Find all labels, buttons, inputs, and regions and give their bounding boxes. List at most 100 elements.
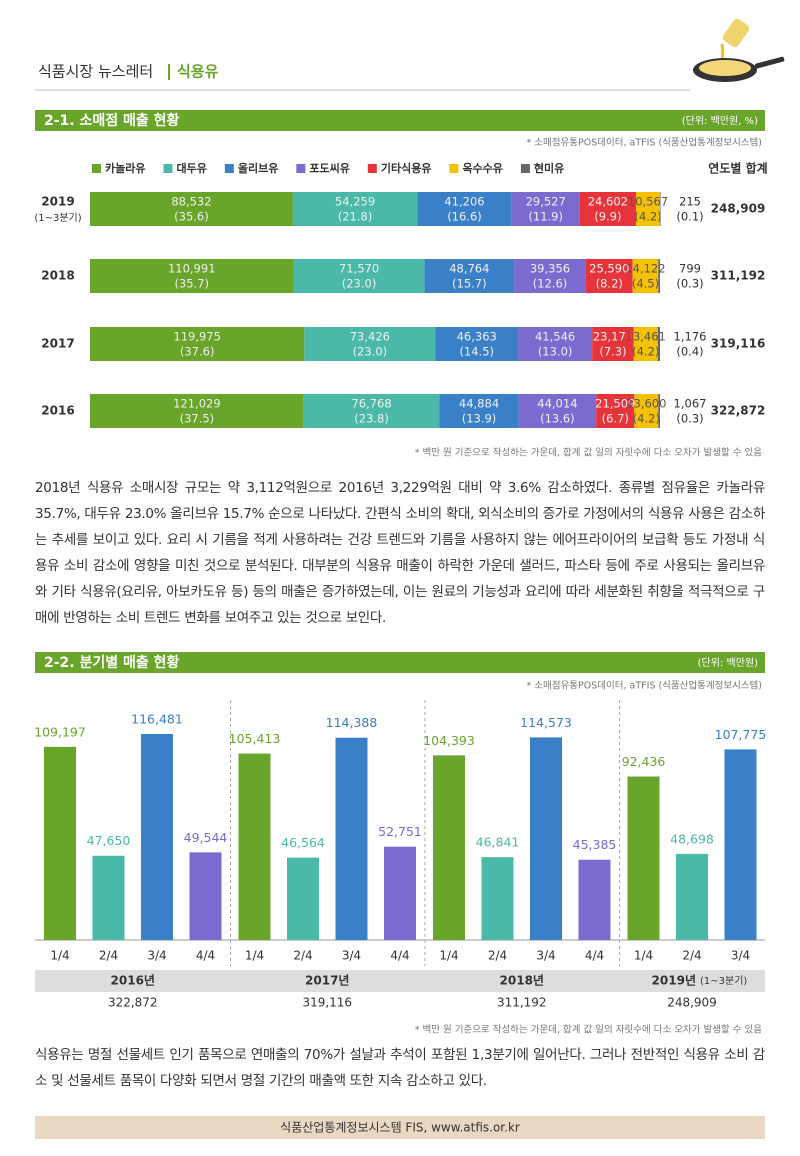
value-label: 215 xyxy=(679,195,701,209)
legend-swatch xyxy=(296,164,306,173)
legend-label: 기타식용유 xyxy=(381,161,432,175)
value-label: 107,775 xyxy=(715,727,767,742)
share-label: (0.3) xyxy=(676,277,703,291)
legend-label: 현미유 xyxy=(534,161,564,175)
share-label: (23.8) xyxy=(354,412,389,426)
group-label: 2019년 xyxy=(652,974,696,988)
value-label: 88,532 xyxy=(171,195,211,209)
share-label: (4.2) xyxy=(633,412,660,426)
value-label: 23,171 xyxy=(593,330,633,344)
share-label: (16.6) xyxy=(447,210,482,224)
legend-label: 카놀라유 xyxy=(105,161,145,175)
value-label: 25,590 xyxy=(589,262,629,276)
bar xyxy=(384,846,416,940)
group-total: 248,909 xyxy=(667,996,717,1010)
pan-icon xyxy=(693,18,785,82)
share-label: (37.5) xyxy=(180,412,215,426)
bar-segment xyxy=(658,394,660,428)
share-label: (35.6) xyxy=(174,210,209,224)
value-label: 109,197 xyxy=(34,724,86,739)
value-label: 1,067 xyxy=(674,397,707,411)
value-label: 799 xyxy=(679,262,701,276)
bar-segment xyxy=(90,394,304,428)
bar xyxy=(92,855,125,940)
bar xyxy=(578,859,611,940)
source: * 소매점유통POS데이터, aTFIS (식품산업통계정보시스템) xyxy=(527,137,762,149)
value-label: 104,393 xyxy=(423,733,475,748)
value-label: 114,573 xyxy=(520,715,572,730)
bar xyxy=(433,755,465,940)
category-label: 2016 xyxy=(41,404,74,418)
value-label: 1,176 xyxy=(674,330,707,344)
total-label: 248,909 xyxy=(711,202,766,216)
unit: (단위: 백만원) xyxy=(698,656,758,669)
bar-segment xyxy=(293,259,425,293)
x-tick-label: 3/4 xyxy=(536,949,555,963)
value-label: 48,698 xyxy=(670,831,714,846)
bar xyxy=(44,746,76,940)
x-tick-label: 1/4 xyxy=(634,949,653,963)
unit: (단위: 백만원, %) xyxy=(682,114,758,127)
bar-segment xyxy=(90,327,305,361)
share-label: (6.7) xyxy=(602,412,629,426)
bar xyxy=(676,853,708,940)
value-label: 41,206 xyxy=(444,195,484,209)
value-label: 48,764 xyxy=(449,262,489,276)
value-label: 41,546 xyxy=(535,330,575,344)
value-label: 71,570 xyxy=(339,262,379,276)
value-label: 49,544 xyxy=(184,830,228,845)
group-label: 2017년 xyxy=(305,974,349,988)
bar-segment xyxy=(660,192,661,226)
value-label: 14,122 xyxy=(625,262,665,276)
section-bar xyxy=(35,110,765,131)
topic: 식용유 xyxy=(177,63,219,81)
value-label: 46,841 xyxy=(476,835,520,850)
bar-segment xyxy=(90,192,293,226)
value-label: 44,884 xyxy=(459,397,499,411)
share-label: (13.6) xyxy=(540,412,575,426)
value-label: 114,388 xyxy=(326,715,378,730)
category-label: 2019 xyxy=(41,195,74,209)
group-total: 311,192 xyxy=(497,996,547,1010)
share-label: (4.2) xyxy=(632,345,659,359)
bar-segment xyxy=(511,192,580,226)
value-label: 45,385 xyxy=(573,837,617,852)
footer: 식품산업통계정보시스템 FIS, www.atfis.or.kr xyxy=(280,1121,520,1135)
x-tick-label: 2/4 xyxy=(682,949,701,963)
legend-swatch xyxy=(224,164,234,173)
value-label: 46,564 xyxy=(281,835,325,850)
bar-segment xyxy=(303,394,440,428)
value-label: 52,751 xyxy=(378,824,422,839)
x-tick-label: 1/4 xyxy=(50,949,69,963)
bar-segment xyxy=(417,192,512,226)
share-label: (37.6) xyxy=(180,345,215,359)
value-label: 110,991 xyxy=(168,262,216,276)
value-label: 29,527 xyxy=(526,195,566,209)
bar-segment xyxy=(632,259,659,293)
value-label: 54,259 xyxy=(335,195,375,209)
x-tick-label: 4/4 xyxy=(196,949,215,963)
value-label: 24,602 xyxy=(588,195,628,209)
share-label: (13.0) xyxy=(538,345,573,359)
bar-segment xyxy=(636,192,660,226)
bar-segment xyxy=(514,259,586,293)
group-note: (1~3분기) xyxy=(700,975,747,987)
value-label: 116,481 xyxy=(131,712,183,727)
legend-label: 포도씨유 xyxy=(309,162,349,175)
value-label: 105,413 xyxy=(229,731,281,746)
value-label: 119,975 xyxy=(173,330,221,344)
x-tick-label: 2/4 xyxy=(293,949,312,963)
value-label: 76,768 xyxy=(351,397,391,411)
share-label: (4.2) xyxy=(634,210,661,224)
x-tick-label: 2/4 xyxy=(99,949,118,963)
newsletter-title: 식품시장 뉴스레터 xyxy=(38,63,153,81)
value-label: 47,650 xyxy=(87,833,131,848)
bar-segment xyxy=(518,327,593,361)
share-label: (0.1) xyxy=(676,210,703,224)
group-band xyxy=(35,970,765,992)
bar xyxy=(530,737,562,940)
share-label: (15.7) xyxy=(452,277,487,291)
x-tick-label: 3/4 xyxy=(342,949,361,963)
